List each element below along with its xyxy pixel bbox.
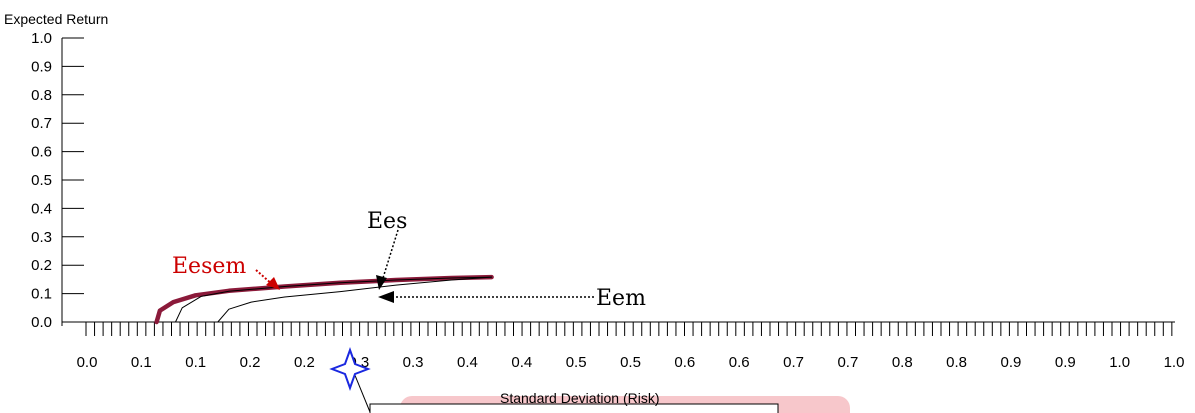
series-line-ees [175,276,493,323]
x-tick-label: 1.0 [1109,354,1130,371]
x-tick-label: 0.7 [837,354,858,371]
annotation-ees-arrowhead [376,275,387,290]
y-tick-label: 0.5 [31,172,52,189]
y-tick-label: 0.8 [31,87,52,104]
x-tick-label: 0.3 [403,354,424,371]
y-tick-label: 0.7 [31,115,52,132]
x-tick-label: 0.9 [1001,354,1022,371]
y-tick-label: 0.6 [31,144,52,161]
series-group [154,274,494,325]
x-tick-label: 0.1 [131,354,152,371]
x-tick-label: 0.4 [457,354,478,371]
y-tick-label: 0.4 [31,200,52,217]
annotation-ees: Ees [367,209,407,234]
x-tick-label: 0.6 [729,354,750,371]
x-tick-label: 0.5 [566,354,587,371]
y-axis-label: Expected Return [4,11,108,27]
annotation-eem: Eem [596,286,646,311]
x-tick-label: 0.9 [1055,354,1076,371]
x-tick-label: 0.6 [674,354,695,371]
series-line-eem [217,276,493,323]
y-tick-label: 0.9 [31,58,52,75]
callout-box [369,403,779,413]
x-tick-label: 0.0 [77,354,98,371]
x-tick-label: 0.5 [620,354,641,371]
y-tick-label: 0.1 [31,286,52,303]
annotation-ees-arrow-line [382,229,399,279]
x-tick-label: 0.8 [946,354,967,371]
y-tick-label: 0.0 [31,314,52,331]
star-cursor-icon [329,347,371,391]
annotation-eem-arrowhead [378,291,394,303]
annotation-eesem: Eesem [172,254,246,279]
x-tick-label: 0.4 [511,354,532,371]
x-axis-minor-ticks [85,322,1173,336]
x-tick-label: 1.0 [1164,354,1185,371]
x-tick-label: 0.2 [294,354,315,371]
x-tick-label: 0.7 [783,354,804,371]
annotation-eesem-arrowhead [266,277,280,290]
y-axis-ticks: 0.0 0.1 0.2 0.3 0.4 0.5 0.6 0.7 0.8 0.9 1.0 [31,30,84,331]
x-axis-tick-labels: 0.0 0.1 0.1 0.2 0.2 0.3 0.3 0.4 0.4 0.5 0.5 0.6 0.6 0… [77,354,1185,371]
y-tick-label: 0.2 [31,257,52,274]
x-axis-label: Standard Deviation (Risk) [500,390,660,406]
x-tick-label: 0.8 [892,354,913,371]
x-tick-label: 0.1 [185,354,206,371]
x-tick-label: 0.2 [240,354,261,371]
y-tick-label: 1.0 [31,30,52,47]
y-tick-label: 0.3 [31,229,52,246]
